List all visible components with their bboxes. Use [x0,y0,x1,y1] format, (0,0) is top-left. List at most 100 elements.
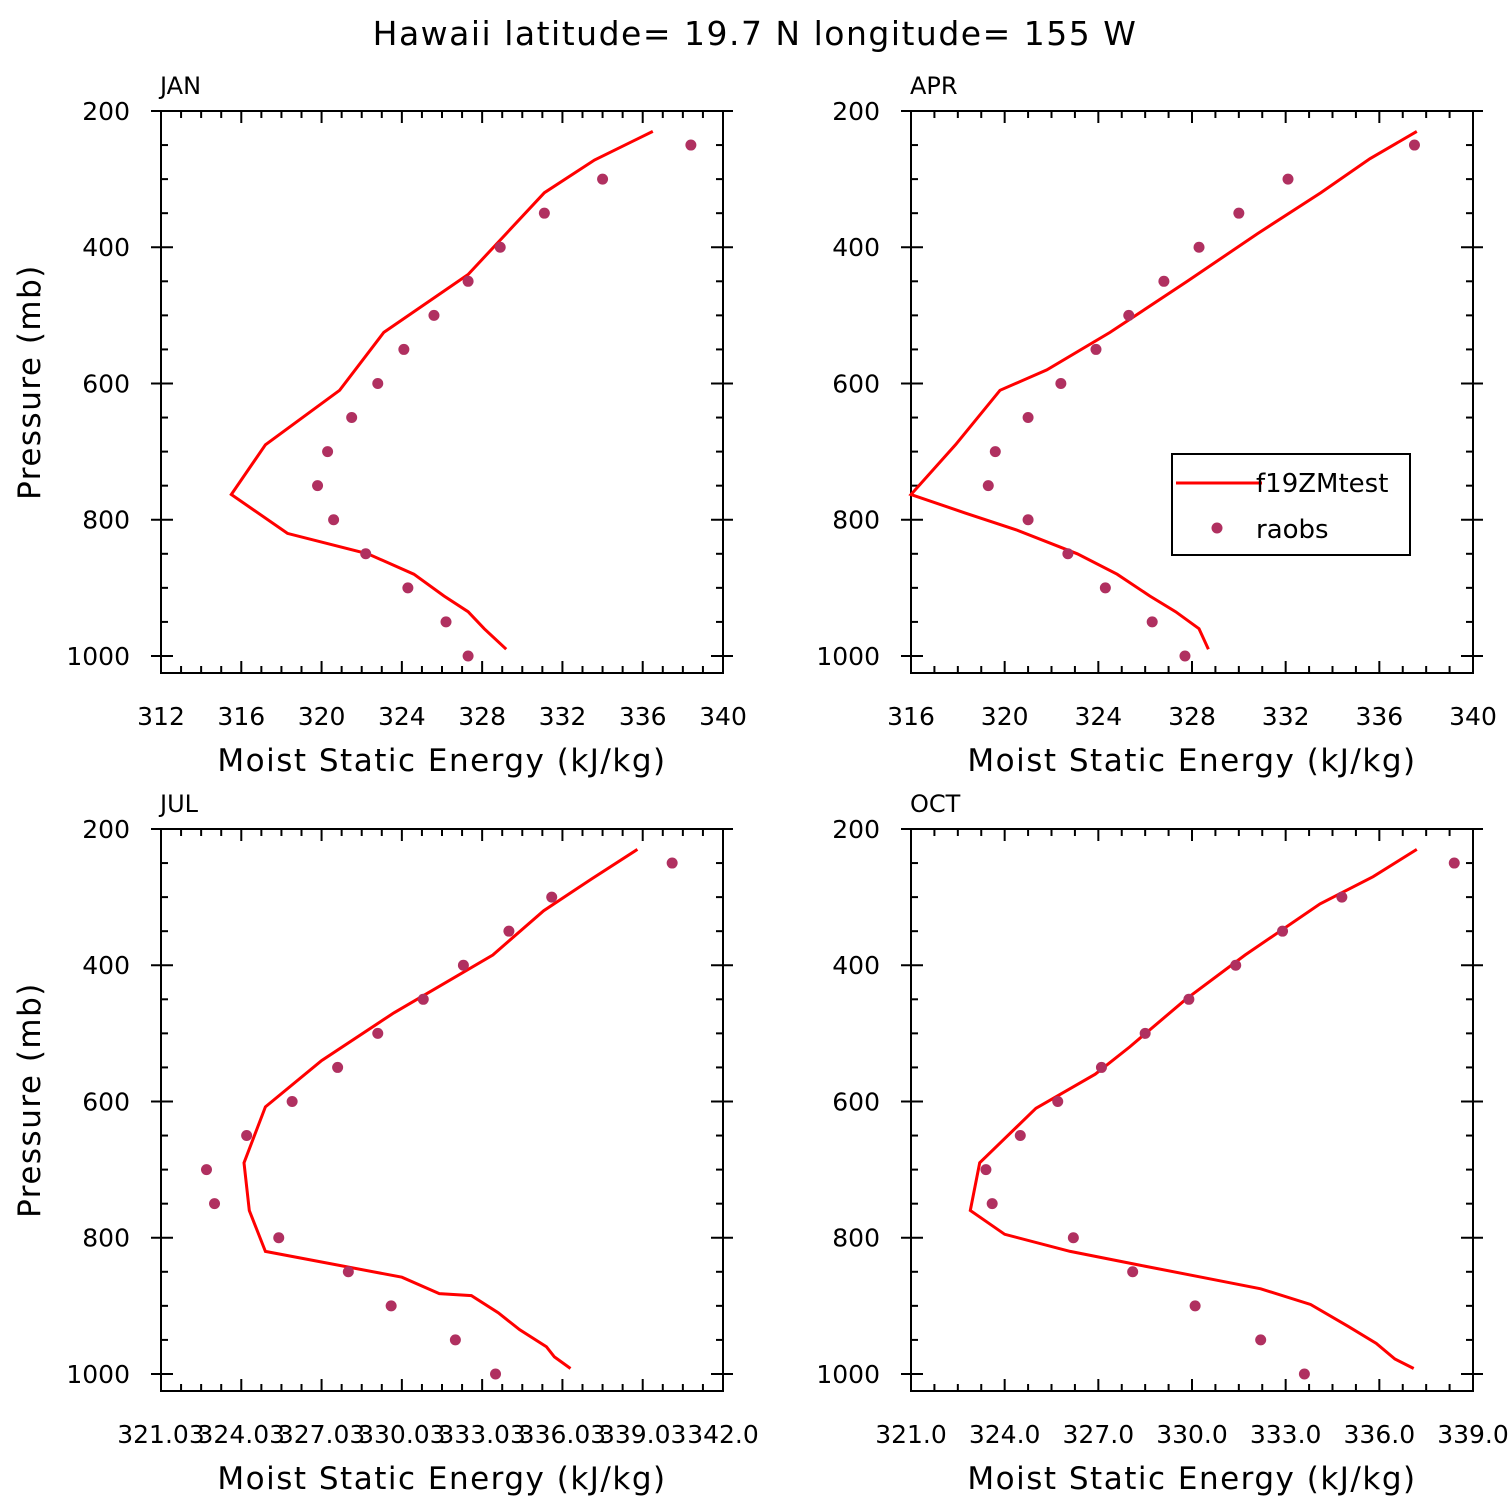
raobs-point [986,1198,998,1210]
x-axis-label: Moist Static Energy (kJ/kg) [217,1461,666,1497]
y-tick-label: 800 [82,506,130,535]
x-tick-label: 340 [699,702,747,731]
legend-box [1171,453,1411,556]
panels: 312 316 320 324 328 332 336 340 200 400 600 800 1000… [12,72,1509,1497]
x-tick-label: 339.0 [1437,1420,1509,1449]
panel-oct: 321.0 324.0 327.0 330.0 333.0 336.0 339.0 200 40… [816,790,1508,1497]
raobs-point [462,650,474,662]
x-tick-label: 324 [378,702,426,731]
x-tick-label: 330.03 [358,1420,445,1449]
y-tick-label: 200 [832,815,880,844]
y-axis-label: Pressure (mb) [12,264,48,500]
x-tick-label: 332 [1262,702,1310,731]
raobs-point [1067,1232,1079,1244]
y-tick-label: 1000 [66,642,130,671]
raobs-point [241,1130,253,1142]
raobs-point [1183,993,1195,1005]
x-tick-label: 327.0 [1063,1420,1135,1449]
raobs-point [1282,173,1294,185]
raobs-point [1052,1095,1064,1107]
raobs-point [1233,207,1245,219]
y-tick-label: 600 [832,1087,880,1116]
y-tick-label: 800 [832,506,880,535]
raobs-point [685,139,697,151]
x-tick-label: 336 [1355,702,1403,731]
x-axis-label: Moist Static Energy (kJ/kg) [217,743,666,779]
raobs-point [538,207,550,219]
raobs-point [346,412,358,424]
raobs-point [1336,891,1348,903]
raobs-point [1448,857,1460,869]
raobs-point [428,309,440,321]
x-tick-label: 324.03 [198,1420,285,1449]
raobs-point [1095,1061,1107,1073]
series-line-f19ZMtest [908,130,1418,650]
raobs-point [1408,139,1420,151]
x-tick-label: 339.03 [599,1420,686,1449]
x-tick-label: 320 [298,702,346,731]
raobs-point [385,1300,397,1312]
x-tick-label: 336.0 [1344,1420,1416,1449]
x-tick-label: 332 [539,702,587,731]
raobs-point [982,480,994,492]
raobs-point [398,343,410,355]
raobs-point [286,1095,298,1107]
y-tick-label: 400 [832,233,880,262]
raobs-point [989,446,1001,458]
x-tick-label: 321.0 [875,1420,947,1449]
raobs-point [372,1027,384,1039]
raobs-point [666,857,678,869]
y-tick-label: 200 [832,97,880,126]
series-line-f19ZMtest [229,130,654,651]
y-tick-label: 200 [82,815,130,844]
raobs-point [273,1232,285,1244]
raobs-point [1022,514,1034,526]
x-tick-label: 321.03 [117,1420,204,1449]
raobs-point [1146,616,1158,628]
x-tick-label: 312 [137,702,185,731]
raobs-point [372,377,384,389]
legend-label-obs: raobs [1256,515,1329,545]
y-tick-label: 600 [82,369,130,398]
y-axis-label: Pressure (mb) [12,982,48,1218]
raobs-point [417,993,429,1005]
y-tick-label: 1000 [816,642,880,671]
raobs-point [1179,650,1191,662]
raobs-point [1189,1300,1201,1312]
raobs-point [494,241,506,253]
panel-jul: 321.03324.03327.03330.03333.03336.03339.… [12,790,759,1497]
panel-title: OCT [910,790,961,818]
raobs-point [332,1061,344,1073]
legend: f19ZMtest raobs [1171,453,1411,556]
panel-apr: 316 320 324 328 332 336 340 200 400 600 800 1000 APR… [816,72,1496,779]
y-tick-label: 400 [832,951,880,980]
figure-title: Hawaii latitude= 19.7 N longitude= 155 W [373,14,1138,53]
x-tick-label: 328 [1168,702,1216,731]
x-tick-label: 324.0 [969,1420,1041,1449]
raobs-point [980,1164,992,1176]
raobs-point [449,1334,461,1346]
x-tick-label: 316 [217,702,265,731]
raobs-point [1090,343,1102,355]
y-tick-label: 600 [82,1087,130,1116]
y-tick-label: 1000 [816,1360,880,1389]
raobs-point [1127,1266,1139,1278]
raobs-point [1139,1027,1151,1039]
series-line-f19ZMtest [968,848,1418,1370]
plot-frame [910,110,1474,674]
y-tick-label: 800 [832,1224,880,1253]
raobs-point [1193,241,1205,253]
plot-frame [160,110,724,674]
raobs-point [1277,925,1289,937]
x-tick-label: 336.03 [519,1420,606,1449]
series-line-f19ZMtest [242,848,639,1370]
raobs-point [1158,275,1170,287]
raobs-point [1014,1130,1026,1142]
x-tick-label: 333.03 [438,1420,525,1449]
raobs-point [328,514,340,526]
x-tick-label: 333.0 [1250,1420,1322,1449]
raobs-point [490,1368,502,1380]
raobs-point [342,1266,354,1278]
legend-label-model: f19ZMtest [1256,469,1388,499]
